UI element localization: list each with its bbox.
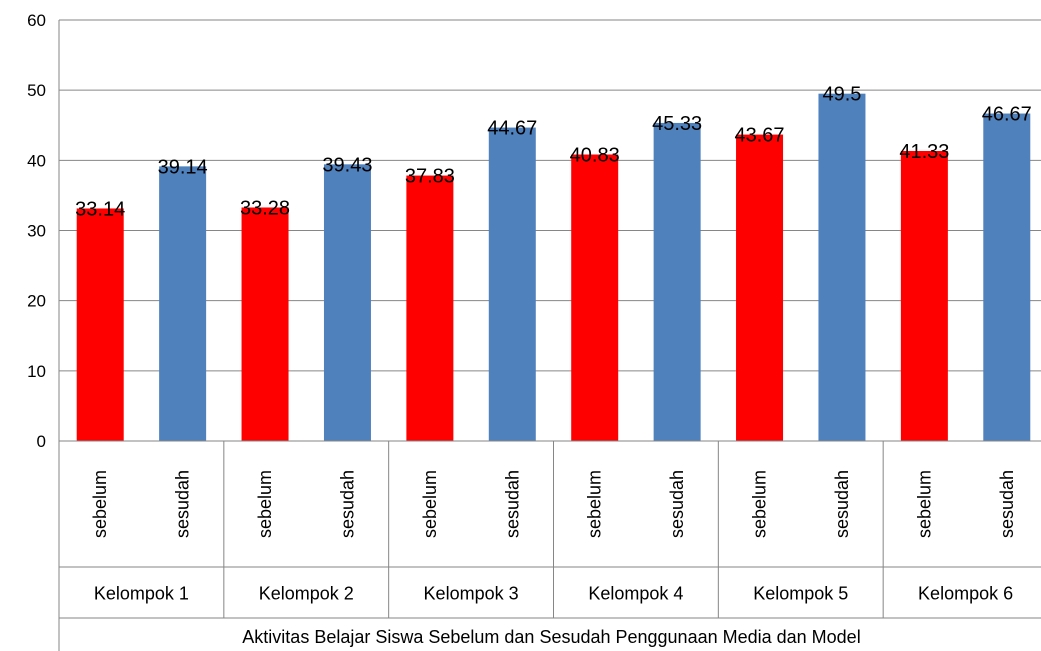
bar-4-sesudah xyxy=(653,122,701,441)
group-label-3: Kelompok 3 xyxy=(424,584,519,604)
gridlines xyxy=(59,19,1041,372)
data-label-6-sesudah: 46.67 xyxy=(982,104,1032,126)
y-tick-30: 30 xyxy=(27,222,46,241)
y-tick-40: 40 xyxy=(27,151,46,170)
axes xyxy=(58,20,1041,651)
bar-2-sesudah xyxy=(323,164,371,442)
category-label-1-sesudah: sesudah xyxy=(173,470,193,538)
y-tick-labels: 0 10 20 30 40 50 60 xyxy=(27,11,46,451)
data-label-1-sebelum: 33.14 xyxy=(75,198,125,220)
bar-6-sebelum xyxy=(900,151,948,441)
data-label-2-sesudah: 39.43 xyxy=(322,154,372,176)
data-label-5-sesudah: 49.5 xyxy=(822,84,861,106)
category-label-1-sebelum: sebelum xyxy=(90,470,110,538)
data-labels: 33.14 39.14 33.28 39.43 37.83 44.67 40.83 45.33… xyxy=(75,84,1032,221)
data-label-3-sesudah: 44.67 xyxy=(487,118,537,140)
y-tick-10: 10 xyxy=(27,362,46,381)
data-label-5-sebelum: 43.67 xyxy=(735,125,785,147)
data-label-4-sebelum: 40.83 xyxy=(570,145,620,167)
x-axis-title: Aktivitas Belajar Siswa Sebelum dan Sesu… xyxy=(242,627,860,647)
category-label-6-sesudah: sesudah xyxy=(997,470,1017,538)
category-labels: sebelum sesudah sebelum sesudah sebelum sesud… xyxy=(90,470,1017,538)
data-label-6-sebelum: 41.33 xyxy=(899,141,949,163)
group-label-1: Kelompok 1 xyxy=(94,584,189,604)
bar-1-sesudah xyxy=(159,166,207,441)
bars xyxy=(76,93,1031,442)
bar-5-sebelum xyxy=(736,134,784,442)
bar-3-sebelum xyxy=(406,175,454,441)
category-label-2-sebelum: sebelum xyxy=(255,470,275,538)
group-label-5: Kelompok 5 xyxy=(753,584,848,604)
group-label-4: Kelompok 4 xyxy=(588,584,683,604)
category-label-2-sesudah: sesudah xyxy=(337,470,357,538)
bar-1-sebelum xyxy=(76,208,124,441)
category-label-3-sesudah: sesudah xyxy=(502,470,522,538)
category-label-4-sebelum: sebelum xyxy=(585,470,605,538)
y-tick-20: 20 xyxy=(27,292,46,311)
category-label-6-sebelum: sebelum xyxy=(914,470,934,538)
group-labels: Kelompok 1 Kelompok 2 Kelompok 3 Kelompok 4… xyxy=(94,584,1013,604)
bar-2-sebelum xyxy=(241,207,289,441)
y-tick-0: 0 xyxy=(37,432,46,451)
data-label-3-sebelum: 37.83 xyxy=(405,166,455,188)
y-tick-60: 60 xyxy=(27,11,46,30)
data-label-1-sesudah: 39.14 xyxy=(158,156,208,178)
category-label-3-sebelum: sebelum xyxy=(420,470,440,538)
category-label-4-sesudah: sesudah xyxy=(667,470,687,538)
category-label-5-sebelum: sebelum xyxy=(750,470,770,538)
bar-6-sesudah xyxy=(983,113,1031,441)
group-label-6: Kelompok 6 xyxy=(918,584,1013,604)
data-label-4-sesudah: 45.33 xyxy=(652,113,702,135)
group-label-2: Kelompok 2 xyxy=(259,584,354,604)
bar-5-sesudah xyxy=(818,93,866,442)
bar-4-sebelum xyxy=(571,154,619,441)
data-label-2-sebelum: 33.28 xyxy=(240,197,290,219)
y-tick-50: 50 xyxy=(27,81,46,100)
bar-3-sesudah xyxy=(488,127,536,442)
category-label-5-sesudah: sesudah xyxy=(832,470,852,538)
